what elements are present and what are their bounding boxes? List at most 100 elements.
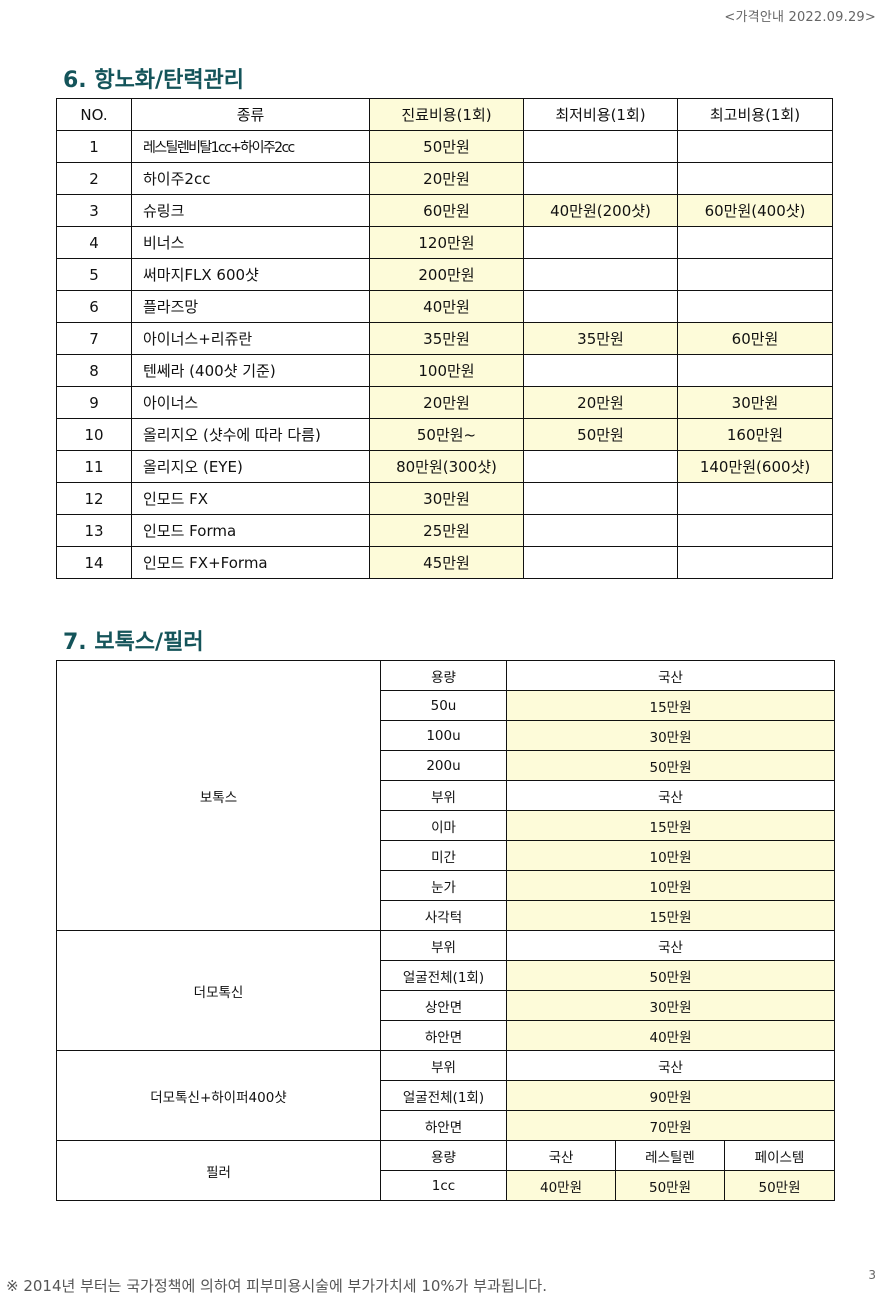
row-number: 11	[56, 450, 132, 483]
subheader-cell: 레스틸렌	[615, 1140, 725, 1171]
price-cell: 10만원	[505, 870, 836, 901]
price-guide-date: <가격안내 2022.09.29>	[724, 10, 876, 25]
treatment-name: 인모드 FX	[131, 482, 370, 515]
header-no: NO.	[56, 98, 132, 131]
max-cost	[677, 226, 833, 259]
item-name: 상안면	[380, 990, 507, 1021]
treatment-cost: 200만원	[369, 258, 524, 291]
price-cell: 50만원	[505, 960, 836, 991]
price-cell: 50만원	[505, 750, 836, 781]
table-row: 눈가 10만원	[57, 870, 836, 901]
treatment-cost: 20만원	[369, 162, 524, 195]
table-row: 4 비너스 120만원	[56, 226, 833, 259]
item-name: 1cc	[380, 1170, 507, 1201]
row-number: 7	[56, 322, 132, 355]
max-cost	[677, 354, 833, 387]
min-cost: 20만원	[523, 386, 678, 419]
treatment-name: 아이너스	[131, 386, 370, 419]
row-number: 6	[56, 290, 132, 323]
table-row: 50u 15만원	[57, 690, 836, 721]
treatment-name: 슈링크	[131, 194, 370, 227]
table-row: 1 레스틸렌비탈1cc+하이주2cc 50만원	[56, 130, 833, 163]
price-cell: 30만원	[505, 720, 836, 751]
max-cost	[677, 162, 833, 195]
item-name: 100u	[380, 720, 507, 751]
max-cost	[677, 514, 833, 547]
treatment-name: 비너스	[131, 226, 370, 259]
item-name: 사각턱	[380, 900, 507, 931]
section-title-botox-filler: 7. 보톡스/필러	[63, 630, 204, 655]
treatment-cost: 35만원	[369, 322, 524, 355]
price-cell: 15만원	[505, 810, 836, 841]
price-cell: 50만원	[615, 1170, 725, 1201]
table-row: 9 아이너스 20만원 20만원 30만원	[56, 386, 833, 419]
price-cell: 40만원	[505, 1020, 836, 1051]
table-row: 200u 50만원	[57, 750, 836, 781]
treatment-name: 아이너스+리쥬란	[131, 322, 370, 355]
table-row: 12 인모드 FX 30만원	[56, 482, 833, 515]
min-cost: 40만원(200샷)	[523, 194, 678, 227]
vat-footnote: ※ 2014년 부터는 국가정책에 의하여 피부미용시술에 부가가치세 10%가…	[6, 1277, 547, 1295]
item-name: 200u	[380, 750, 507, 781]
dermotoxin-hyfu-group-label: 더모톡신+하이퍼400샷	[56, 1050, 381, 1141]
table-row: 더모톡신 부위 국산	[56, 930, 836, 1051]
item-name: 미간	[380, 840, 507, 871]
subheader-cell: 국산	[505, 1050, 836, 1081]
item-name: 하안면	[380, 1020, 507, 1051]
max-cost: 60만원	[677, 322, 833, 355]
treatment-cost: 25만원	[369, 514, 524, 547]
treatment-cost: 20만원	[369, 386, 524, 419]
min-cost	[523, 482, 678, 515]
max-cost: 60만원(400샷)	[677, 194, 833, 227]
treatment-cost: 100만원	[369, 354, 524, 387]
table-row: 이마 15만원	[57, 810, 836, 841]
table-row: 사각턱 15만원	[57, 900, 836, 931]
table-row: 7 아이너스+리쥬란 35만원 35만원 60만원	[56, 322, 833, 355]
min-cost: 50만원	[523, 418, 678, 451]
page-number: 3	[868, 1268, 876, 1282]
treatment-cost: 30만원	[369, 482, 524, 515]
price-cell: 10만원	[505, 840, 836, 871]
min-cost	[523, 514, 678, 547]
treatment-cost: 60만원	[369, 194, 524, 227]
table-row: 상안면 30만원	[57, 990, 836, 1021]
max-cost: 140만원(600샷)	[677, 450, 833, 483]
table-row: 5 써마지FLX 600샷 200만원	[56, 258, 833, 291]
subheader-cell: 국산	[505, 780, 836, 811]
subheader-cell: 국산	[505, 930, 836, 961]
botox-filler-price-table: 보톡스 용량 국산 50u 15만원 100u 30만원 200u 50만원 부위 국산 이마 15만원…	[56, 660, 836, 1201]
table-row: 부위 국산	[57, 780, 836, 811]
treatment-cost: 80만원(300샷)	[369, 450, 524, 483]
treatment-name: 텐쎄라 (400샷 기준)	[131, 354, 370, 387]
price-cell: 15만원	[505, 900, 836, 931]
max-cost	[677, 482, 833, 515]
price-cell: 40만원	[506, 1170, 616, 1201]
min-cost	[523, 290, 678, 323]
table-row: 미간 10만원	[57, 840, 836, 871]
price-cell: 90만원	[505, 1080, 836, 1111]
subheader-cell: 부위	[380, 780, 507, 811]
row-number: 3	[56, 194, 132, 227]
anti-aging-price-table: NO. 종류 진료비용(1회) 최저비용(1회) 최고비용(1회) 1 레스틸렌비…	[56, 98, 833, 579]
treatment-cost: 50만원~	[369, 418, 524, 451]
min-cost	[523, 546, 678, 579]
item-name: 50u	[380, 690, 507, 721]
min-cost	[523, 258, 678, 291]
row-number: 13	[56, 514, 132, 547]
table-row: 8 텐쎄라 (400샷 기준) 100만원	[56, 354, 833, 387]
header-type: 종류	[131, 98, 370, 131]
item-name: 얼굴전체(1회)	[380, 960, 507, 991]
treatment-cost: 50만원	[369, 130, 524, 163]
max-cost	[677, 290, 833, 323]
price-cell: 70만원	[505, 1110, 836, 1141]
max-cost	[677, 546, 833, 579]
row-number: 12	[56, 482, 132, 515]
table-row: 11 올리지오 (EYE) 80만원(300샷) 140만원(600샷)	[56, 450, 833, 483]
table-row: 필러 용량 국산 레스틸렌 페이스템	[56, 1140, 836, 1201]
max-cost	[677, 130, 833, 163]
item-name: 이마	[380, 810, 507, 841]
treatment-cost: 45만원	[369, 546, 524, 579]
min-cost: 35만원	[523, 322, 678, 355]
price-cell: 50만원	[723, 1170, 836, 1201]
treatment-name: 하이주2cc	[131, 162, 370, 195]
